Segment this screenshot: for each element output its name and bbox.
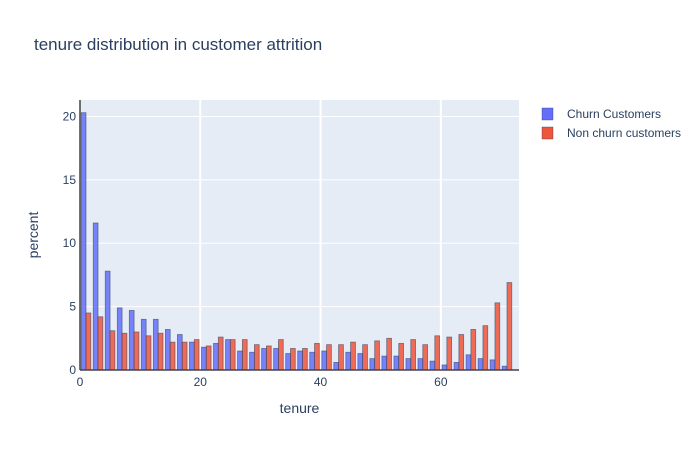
bar[interactable] — [506, 282, 513, 371]
bar[interactable] — [97, 316, 104, 371]
bar[interactable] — [369, 358, 376, 371]
x-tick-label: 40 — [314, 375, 328, 389]
bar[interactable] — [128, 310, 135, 371]
bar[interactable] — [362, 344, 368, 371]
bar[interactable] — [85, 312, 92, 371]
bar[interactable] — [326, 344, 332, 371]
bar[interactable] — [345, 351, 352, 371]
bar[interactable] — [398, 342, 404, 371]
y-axis-title: percent — [25, 212, 41, 259]
chart-title: tenure distribution in customer attritio… — [34, 35, 322, 54]
bar[interactable] — [446, 336, 453, 371]
bar[interactable] — [405, 358, 412, 371]
bar[interactable] — [417, 358, 424, 371]
bar[interactable] — [213, 342, 219, 371]
bar[interactable] — [164, 329, 171, 371]
axes: 0 20 40 60 0 5 10 15 20 — [63, 100, 519, 389]
bar[interactable] — [133, 331, 140, 371]
bar[interactable] — [470, 329, 477, 371]
legend-swatch — [541, 126, 554, 140]
bar[interactable] — [266, 345, 272, 371]
bar[interactable] — [189, 341, 195, 371]
bar[interactable] — [374, 340, 380, 371]
bar[interactable] — [205, 345, 212, 371]
bar[interactable] — [321, 350, 327, 371]
bar[interactable] — [393, 355, 400, 371]
bar[interactable] — [410, 339, 416, 371]
bar[interactable] — [253, 344, 260, 371]
legend-label: Churn Customers — [567, 107, 661, 121]
bar[interactable] — [302, 348, 308, 371]
bar[interactable] — [489, 359, 496, 371]
bar[interactable] — [429, 360, 436, 371]
bar[interactable] — [140, 318, 147, 371]
bars — [80, 112, 513, 371]
bar[interactable] — [465, 354, 472, 371]
bar[interactable] — [193, 339, 200, 371]
bar[interactable] — [121, 332, 128, 371]
bar[interactable] — [273, 348, 279, 371]
bar[interactable] — [434, 335, 441, 371]
bar[interactable] — [229, 339, 236, 371]
y-tick-label: 5 — [69, 300, 76, 314]
bar[interactable] — [104, 270, 111, 371]
y-tick-label: 15 — [63, 173, 77, 187]
bar[interactable] — [290, 348, 296, 371]
bar[interactable] — [225, 339, 231, 371]
bar[interactable] — [350, 341, 356, 371]
bar[interactable] — [381, 355, 388, 371]
legend-item-non-churn[interactable]: Non churn customers — [541, 126, 681, 140]
bar[interactable] — [237, 350, 243, 371]
bar[interactable] — [145, 335, 152, 371]
bar[interactable] — [157, 332, 164, 371]
bar[interactable] — [261, 348, 267, 371]
legend-label: Non churn customers — [567, 126, 681, 140]
bar[interactable] — [285, 353, 291, 371]
bar[interactable] — [314, 342, 320, 371]
y-tick-label: 0 — [69, 363, 76, 377]
y-tick-label: 20 — [63, 109, 77, 123]
bar[interactable] — [477, 358, 484, 371]
bar[interactable] — [169, 341, 176, 371]
bar[interactable] — [309, 351, 315, 371]
bar[interactable] — [109, 330, 116, 371]
bar[interactable] — [181, 341, 188, 371]
bar[interactable] — [217, 336, 224, 371]
legend-item-churn[interactable]: Churn Customers — [541, 107, 661, 121]
bar[interactable] — [201, 346, 207, 371]
series-churn — [80, 112, 508, 371]
bar[interactable] — [249, 351, 255, 371]
x-tick-label: 0 — [77, 375, 84, 389]
x-tick-label: 60 — [434, 375, 448, 389]
bar[interactable] — [92, 222, 99, 371]
bar[interactable] — [177, 334, 183, 371]
x-tick-label: 20 — [194, 375, 208, 389]
bar[interactable] — [453, 361, 460, 371]
legend-swatch — [541, 107, 554, 121]
bar[interactable] — [386, 337, 392, 371]
gridlines — [80, 100, 519, 370]
bar[interactable] — [422, 344, 428, 371]
y-tick-label: 10 — [63, 236, 77, 250]
x-axis-title: tenure — [280, 400, 320, 416]
legend[interactable]: Churn Customers Non churn customers — [541, 107, 681, 140]
bar[interactable] — [494, 302, 501, 371]
bar[interactable] — [80, 112, 87, 371]
bar[interactable] — [116, 307, 123, 371]
bar[interactable] — [338, 344, 344, 371]
bar[interactable] — [441, 364, 448, 371]
bar[interactable] — [152, 318, 159, 371]
bar[interactable] — [357, 353, 364, 371]
bar[interactable] — [241, 339, 248, 371]
bar[interactable] — [482, 325, 489, 371]
bar[interactable] — [297, 350, 303, 371]
bar[interactable] — [333, 361, 339, 371]
bar[interactable] — [278, 339, 284, 371]
bar[interactable] — [458, 334, 465, 371]
